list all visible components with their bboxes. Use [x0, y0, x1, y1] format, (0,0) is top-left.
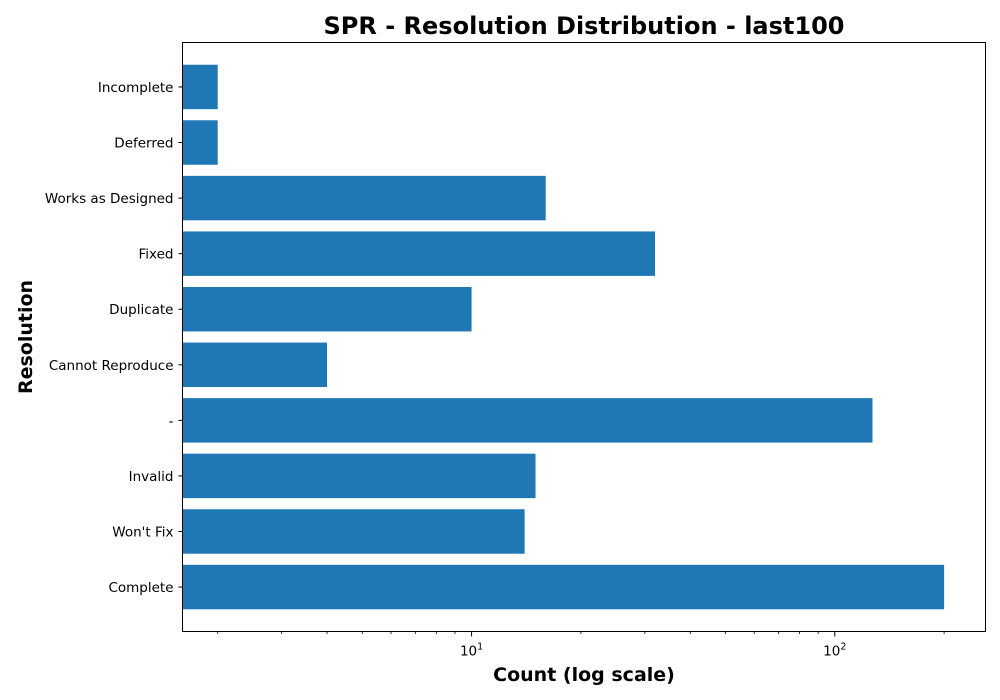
y-axis-label: Resolution [15, 280, 37, 394]
chart-title: SPR - Resolution Distribution - last100 [324, 12, 845, 40]
y-tick-label: Fixed [139, 247, 174, 263]
bar-cannot-reproduce [182, 342, 328, 388]
y-tick-label: Duplicate [109, 302, 173, 318]
bar-complete [182, 564, 945, 610]
bar-works-as-designed [182, 175, 546, 221]
y-tick-label: Cannot Reproduce [49, 358, 174, 374]
y-ticks-group: Complete Won't Fix Invalid - Cannot Reproduc… [45, 80, 183, 596]
y-tick-label: Incomplete [98, 80, 174, 96]
plot-frame [182, 42, 986, 632]
bar-dash [182, 398, 873, 443]
bar-deferred [182, 120, 218, 165]
x-ticks-group: 101 102 [217, 631, 945, 660]
y-tick-label: Won't Fix [112, 524, 173, 540]
x-axis-label: Count (log scale) [493, 664, 675, 686]
y-tick-label: Complete [108, 580, 173, 596]
bar-won-t-fix [182, 509, 525, 554]
bar-duplicate [182, 286, 472, 332]
y-tick-label: - [169, 413, 174, 429]
y-tick-label: Works as Designed [45, 191, 174, 207]
bar-invalid [182, 453, 536, 499]
y-tick-label: Invalid [129, 469, 174, 485]
bar-fixed [182, 231, 656, 276]
x-tick-label: 102 [823, 642, 846, 660]
x-tick-label: 101 [460, 642, 483, 660]
bar-incomplete [182, 64, 218, 110]
y-tick-label: Deferred [114, 136, 173, 152]
bars-group [182, 64, 945, 610]
